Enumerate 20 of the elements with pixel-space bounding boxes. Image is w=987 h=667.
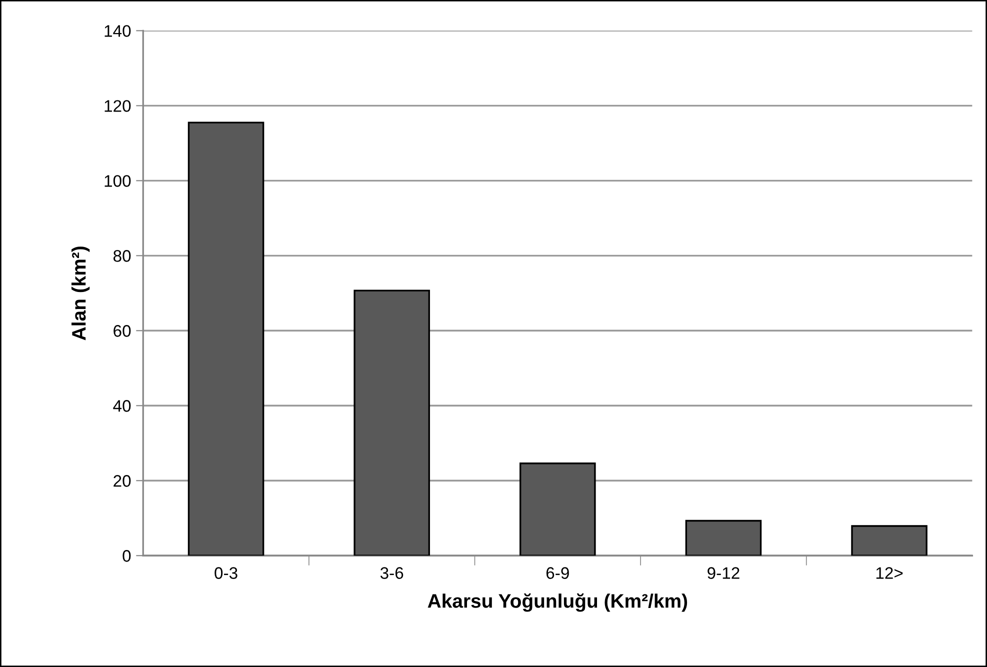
bar	[188, 122, 264, 556]
x-tick-label: 12>	[876, 567, 903, 579]
y-tick-label: 140	[104, 25, 131, 37]
y-tick-label: 40	[113, 400, 131, 412]
y-axis-title: Alan (km²)	[71, 246, 90, 340]
y-tick-label: 80	[113, 250, 131, 262]
y-tick-label: 0	[122, 550, 131, 562]
x-tick-label: 6-9	[546, 567, 569, 579]
x-tick-label: 3-6	[380, 567, 404, 579]
bar	[354, 290, 430, 556]
x-axis-title: Akarsu Yoğunluğu (Km²/km)	[428, 593, 688, 612]
y-tick-label: 60	[114, 325, 131, 337]
x-tick-label: 0-3	[214, 567, 238, 579]
bar	[520, 462, 596, 556]
y-tick-label: 20	[114, 475, 131, 487]
y-tick-label: 120	[104, 100, 131, 112]
bar	[851, 525, 928, 556]
bar	[685, 520, 762, 556]
x-tick-label: 9-12	[708, 567, 740, 579]
y-tick-label: 100	[104, 175, 131, 187]
